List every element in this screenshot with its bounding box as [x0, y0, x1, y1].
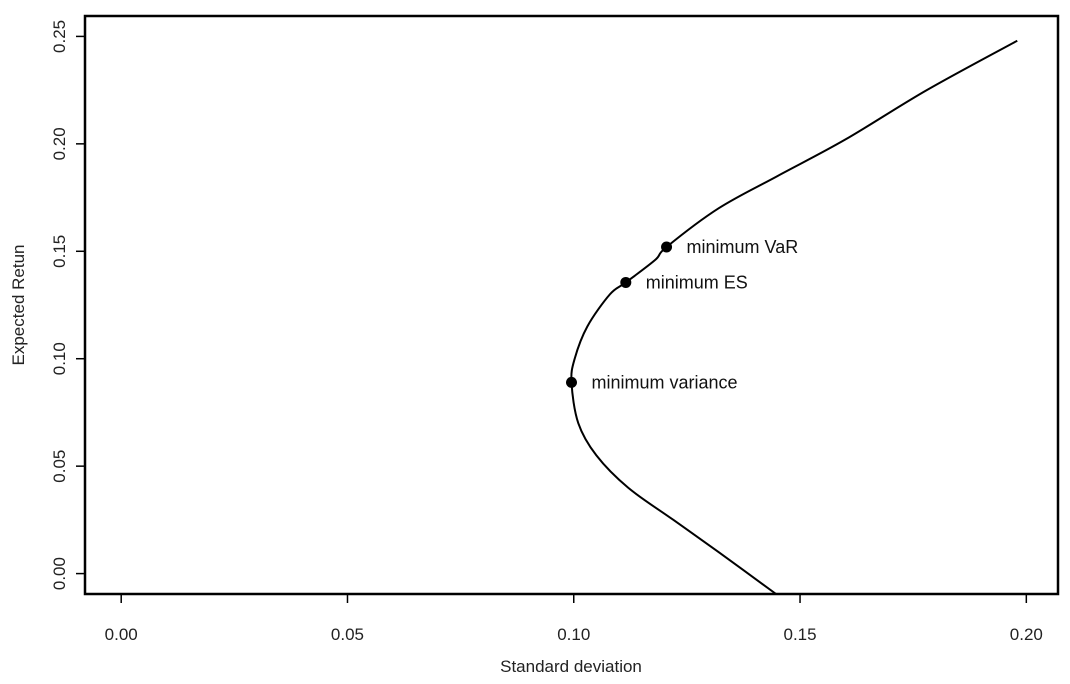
y-tick-label: 0.10: [50, 342, 69, 375]
point-label: minimum variance: [592, 372, 738, 392]
x-tick-label: 0.20: [1010, 625, 1043, 644]
annotated-points: minimum variance minimum ES minimum VaR: [566, 237, 798, 392]
y-tick-label: 0.20: [50, 127, 69, 160]
y-tick-label: 0.15: [50, 235, 69, 268]
x-axis: 0.00 0.05 0.10 0.15 0.20: [105, 593, 1043, 644]
point-label: minimum ES: [646, 272, 748, 292]
y-axis: 0.00 0.05 0.10 0.15 0.20 0.25: [50, 20, 86, 590]
x-tick-label: 0.00: [105, 625, 138, 644]
x-tick-label: 0.15: [783, 625, 816, 644]
x-tick-label: 0.05: [331, 625, 364, 644]
x-tick-label: 0.10: [557, 625, 590, 644]
x-axis-title: Standard deviation: [500, 657, 642, 676]
y-tick-label: 0.25: [50, 20, 69, 53]
frontier-point: [620, 276, 632, 288]
frontier-point: [566, 376, 577, 388]
frontier-point: [661, 241, 673, 253]
y-tick-label: 0.05: [50, 450, 69, 483]
y-axis-title: Expected Retun: [9, 245, 28, 366]
y-tick-label: 0.00: [50, 557, 69, 590]
efficient-frontier-line: [570, 39, 1018, 595]
plot-frame: [83, 14, 1060, 596]
point-label: minimum VaR: [687, 237, 799, 257]
